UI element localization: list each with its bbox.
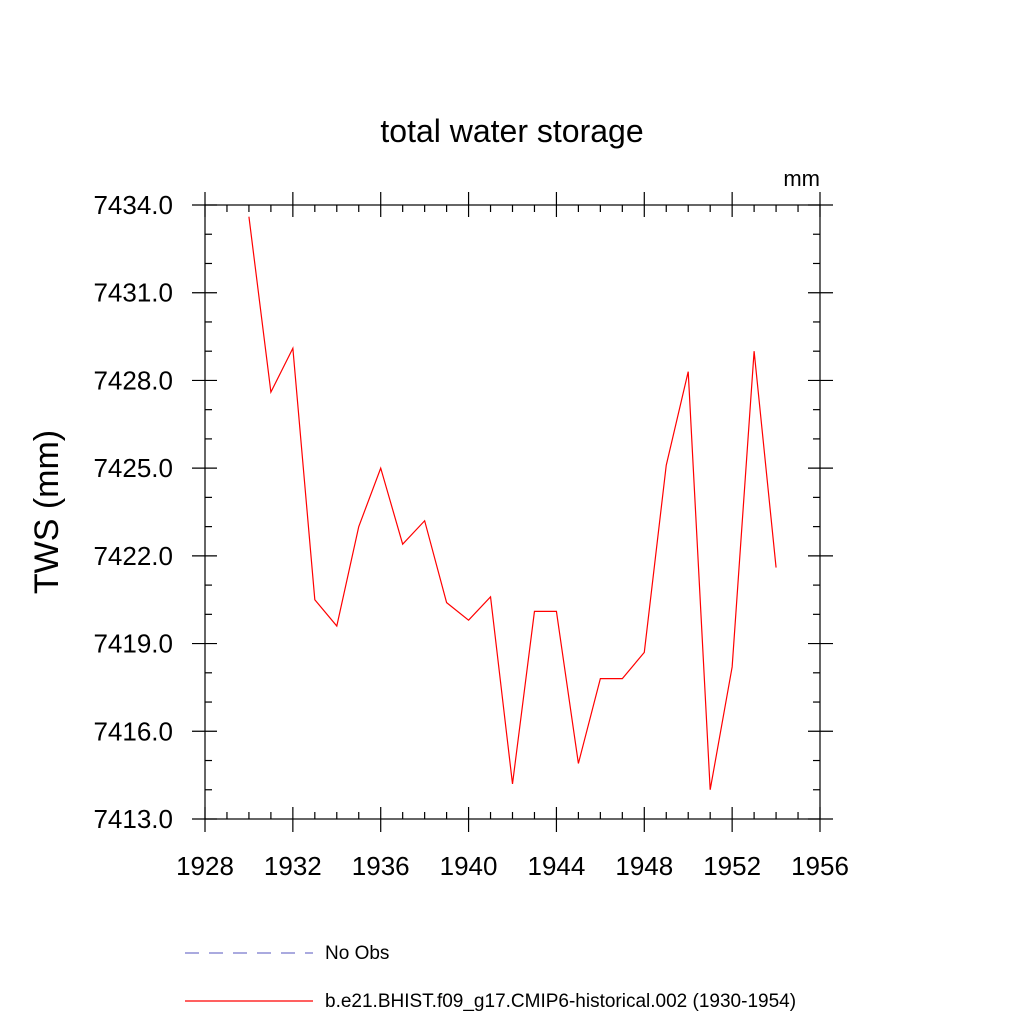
y-tick-label: 7431.0	[93, 278, 173, 308]
series-line-historical	[248, 216, 777, 790]
x-tick-labels: 1928 1932 1936 1940 1944 1948 1952 1956	[176, 851, 849, 881]
chart-title: total water storage	[380, 113, 643, 149]
y-tick-label: 7434.0	[93, 190, 173, 220]
legend: No Obs b.e21.BHIST.f09_g17.CMIP6-histori…	[185, 943, 796, 1012]
x-tick-label: 1936	[352, 851, 410, 881]
y-tick-labels: 7413.0 7416.0 7419.0 7422.0 7425.0 7428.0 7431…	[93, 190, 173, 834]
x-tick-label: 1944	[528, 851, 586, 881]
y-tick-label: 7416.0	[93, 716, 173, 746]
y-axis-label: TWS (mm)	[28, 430, 66, 594]
x-tick-label: 1948	[615, 851, 673, 881]
x-tick-label: 1928	[176, 851, 234, 881]
legend-label-historical: b.e21.BHIST.f09_g17.CMIP6-historical.002…	[325, 991, 796, 1012]
plot-frame	[204, 204, 821, 820]
x-tick-label: 1956	[791, 851, 849, 881]
y-tick-label: 7425.0	[93, 453, 173, 483]
y-tick-label: 7413.0	[93, 804, 173, 834]
axis-ticks	[192, 192, 833, 832]
legend-label-no-obs: No Obs	[325, 943, 389, 964]
y-tick-label: 7419.0	[93, 629, 173, 659]
x-tick-label: 1952	[703, 851, 761, 881]
units-label: mm	[783, 166, 820, 191]
y-tick-label: 7428.0	[93, 365, 173, 395]
x-tick-label: 1932	[264, 851, 322, 881]
x-tick-label: 1940	[440, 851, 498, 881]
y-tick-label: 7422.0	[93, 541, 173, 571]
